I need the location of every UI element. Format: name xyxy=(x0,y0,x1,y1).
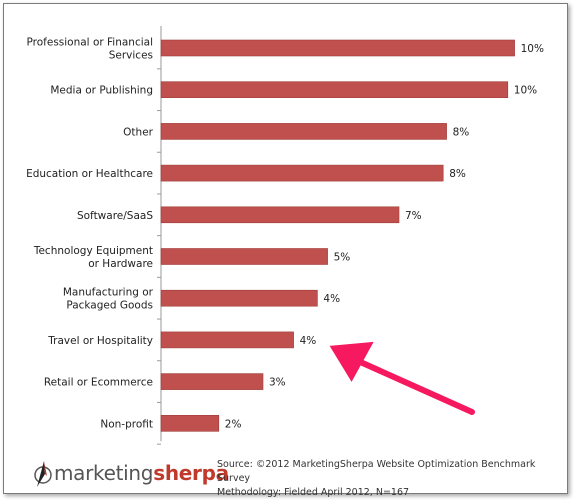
bar xyxy=(160,248,328,265)
compass-needle-icon xyxy=(34,461,52,487)
category-label: Non-profit xyxy=(100,418,153,430)
source-note: Source: ©2012 MarketingSherpa Website Op… xyxy=(217,458,562,500)
bar xyxy=(160,39,515,57)
bar xyxy=(160,289,318,307)
methodology-line: Methodology: Fielded April 2012, N=167 xyxy=(217,487,410,498)
highlight-arrow xyxy=(329,341,475,415)
category-label: Media or Publishing xyxy=(50,85,153,97)
category-label: Technology Equipment or Hardware xyxy=(33,245,153,270)
bar xyxy=(160,373,264,390)
category-label: Professional or Financial Services xyxy=(27,37,154,62)
bar xyxy=(160,123,447,140)
value-label: 4% xyxy=(300,335,317,347)
bar xyxy=(160,331,294,349)
category-label: Travel or Hospitality xyxy=(47,335,153,347)
chart-frame: 10% Professional or Financial Services 10% M… xyxy=(3,3,568,498)
value-label: 4% xyxy=(323,293,340,305)
value-label: 8% xyxy=(449,168,466,180)
value-label: 3% xyxy=(269,377,286,389)
bar xyxy=(160,206,400,224)
category-label: Retail or Ecommerce xyxy=(44,377,153,389)
value-label: 10% xyxy=(514,85,537,97)
value-label: 10% xyxy=(521,43,544,55)
value-label: 2% xyxy=(225,418,242,430)
logo-wordmark: marketingsherpa xyxy=(54,461,229,485)
value-label: 7% xyxy=(405,210,422,222)
bar xyxy=(160,414,220,432)
logo-text-marketing: marketing xyxy=(54,461,154,485)
value-label: 5% xyxy=(334,252,351,264)
chart-footer: marketingsherpa Source: ©2012 MarketingS… xyxy=(32,456,562,498)
category-label: Manufacturing or Packaged Goods xyxy=(63,287,154,312)
bar xyxy=(160,81,509,98)
source-line: Source: ©2012 MarketingSherpa Website Op… xyxy=(217,459,536,484)
category-label: Education or Healthcare xyxy=(26,168,153,180)
bar-chart: 10% Professional or Financial Services 10% M… xyxy=(26,26,544,445)
logo-text-sherpa: sherpa xyxy=(153,461,229,485)
category-label: Software/SaaS xyxy=(77,210,153,222)
bar xyxy=(160,164,444,182)
value-label: 8% xyxy=(453,126,470,138)
category-label: Other xyxy=(123,126,153,138)
marketingsherpa-logo: marketingsherpa xyxy=(32,456,229,490)
